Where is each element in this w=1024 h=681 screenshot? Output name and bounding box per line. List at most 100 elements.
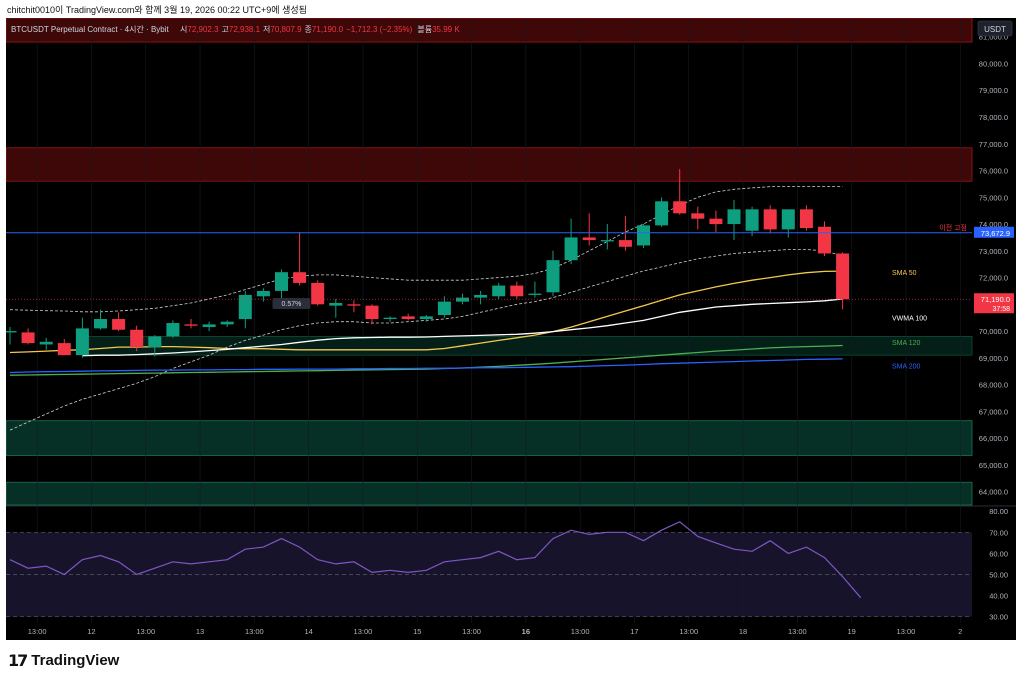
candle-body[interactable] (836, 253, 850, 300)
legend-close-label: 종 (305, 25, 312, 34)
candle-body[interactable] (220, 321, 234, 325)
currency-label: USDT (984, 25, 1006, 34)
candle-body[interactable] (655, 201, 669, 226)
candle-body[interactable] (564, 237, 578, 261)
candle-body[interactable] (75, 328, 89, 356)
vwma100-line (82, 298, 843, 357)
candle-body[interactable] (6, 331, 17, 333)
candle-body[interactable] (600, 240, 614, 242)
candle-body[interactable] (275, 272, 288, 291)
candle-body[interactable] (39, 341, 53, 345)
candle-body[interactable] (419, 316, 433, 320)
candle-body[interactable] (691, 213, 705, 219)
candle-body[interactable] (94, 319, 107, 329)
prev-high-axis-label: 73,672.9 (981, 229, 1010, 238)
x-tick-label: 13:00 (354, 627, 373, 636)
candle-body[interactable] (311, 282, 325, 305)
candle-body[interactable] (637, 225, 650, 246)
candle-body[interactable] (112, 319, 126, 330)
y-tick-label: 81,000.0 (979, 33, 1008, 42)
x-tick-label: 18 (739, 627, 747, 636)
x-tick-label: 13:00 (462, 627, 481, 636)
legend-high-label: 고 (222, 25, 229, 34)
candle-body[interactable] (365, 305, 379, 320)
tradingview-logo-mark: 17 (8, 651, 28, 670)
supply-zone (6, 18, 973, 43)
y-tick-label: 64,000.0 (979, 488, 1008, 497)
x-tick-label: 17 (630, 627, 638, 636)
candle-body[interactable] (781, 209, 795, 230)
range-tag-box (272, 297, 311, 309)
legend-symbol: BTCUSDT Perpetual Contract · 4시간 · Bybit (11, 24, 170, 34)
candle-body[interactable] (238, 294, 252, 320)
candle-body[interactable] (510, 285, 524, 297)
candle-body[interactable] (202, 324, 216, 328)
ma-label: SMA 120 (892, 340, 921, 347)
y-tick-label: 74,000.0 (979, 220, 1008, 229)
candle-body[interactable] (673, 201, 687, 214)
candle-body[interactable] (709, 218, 723, 225)
currency-button[interactable] (977, 20, 1013, 37)
candle-body[interactable] (130, 329, 144, 348)
legend-open: 72,902.3 (187, 25, 219, 34)
prev-high-label: 이전 고점 (939, 223, 967, 232)
legend-low-label: 저 (263, 25, 270, 34)
candle-body[interactable] (148, 336, 162, 348)
tradingview-logo[interactable]: 17 TradingView (8, 651, 119, 670)
rsi-line (9, 521, 862, 599)
demand-zone (6, 481, 973, 506)
candle-body[interactable] (618, 240, 632, 247)
candle-body[interactable] (745, 209, 759, 231)
y-tick-label: 67,000.0 (979, 407, 1008, 416)
x-tick-label: 13:00 (245, 627, 264, 636)
x-tick-label: 13:00 (28, 627, 47, 636)
x-tick-label: 12 (87, 627, 95, 636)
x-tick-label: 13:00 (679, 627, 698, 636)
y-tick-label: 70,000.0 (979, 327, 1008, 336)
candle-body[interactable] (293, 272, 307, 283)
legend-change: −1,712.3 (−2.35%) (346, 25, 413, 34)
last-price-axis-label: 71,190.0 (981, 295, 1010, 304)
chart-caption: chitchit0010이 TradingView.com와 함께 3월 19,… (7, 5, 307, 15)
ma-label: VWMA 100 (892, 316, 927, 323)
x-tick-label: 14 (304, 627, 312, 636)
candle-body[interactable] (256, 290, 270, 297)
candle-body[interactable] (546, 260, 560, 293)
candle-body[interactable] (166, 323, 180, 337)
candle-body[interactable] (763, 209, 777, 230)
candle-body[interactable] (329, 302, 343, 306)
x-tick-label: 13:00 (571, 627, 590, 636)
sma120-line (9, 344, 843, 376)
legend-ohlc: 시72,902.3 고72,938.1 저70,807.9 종71,190.0 −1,7… (180, 24, 460, 34)
y-tick-label: 78,000.0 (979, 113, 1008, 122)
candle-body[interactable] (582, 237, 596, 241)
candle-body[interactable] (492, 285, 506, 297)
candle-body[interactable] (437, 301, 451, 316)
candle-body[interactable] (727, 209, 741, 225)
ma-label: SMA 200 (892, 363, 921, 370)
candle-body[interactable] (474, 294, 488, 298)
x-tick-label: 13:00 (788, 627, 807, 636)
legend-open-label: 시 (180, 25, 187, 34)
candle-body[interactable] (528, 293, 542, 295)
bar-countdown-label: 37:58 (992, 306, 1010, 313)
rsi-y-tick-label: 50.00 (989, 570, 1008, 579)
demand-zone (6, 420, 973, 456)
y-tick-label: 68,000.0 (979, 381, 1008, 390)
candle-body[interactable] (401, 316, 415, 320)
chart-frame: 이전 고점 0.57% SMA 50 VWMA 100 SMA 120 SMA 200 6… (6, 18, 1016, 640)
candle-body[interactable] (184, 324, 198, 326)
candle-body[interactable] (383, 317, 397, 320)
legend-close: 71,190.0 (312, 25, 344, 34)
candle-body[interactable] (818, 226, 831, 254)
candle-body[interactable] (21, 332, 35, 344)
candle-body[interactable] (799, 209, 813, 229)
ma-label: SMA 50 (892, 270, 917, 277)
candle-body[interactable] (57, 343, 71, 356)
candle-body[interactable] (456, 297, 469, 302)
y-tick-label: 73,000.0 (979, 247, 1008, 256)
rsi-y-tick-label: 30.00 (989, 613, 1008, 622)
rsi-y-tick-label: 80.00 (989, 507, 1008, 516)
candle-body[interactable] (347, 304, 361, 306)
price-chart[interactable]: 이전 고점 0.57% SMA 50 VWMA 100 SMA 120 SMA 200 6… (6, 18, 1016, 640)
